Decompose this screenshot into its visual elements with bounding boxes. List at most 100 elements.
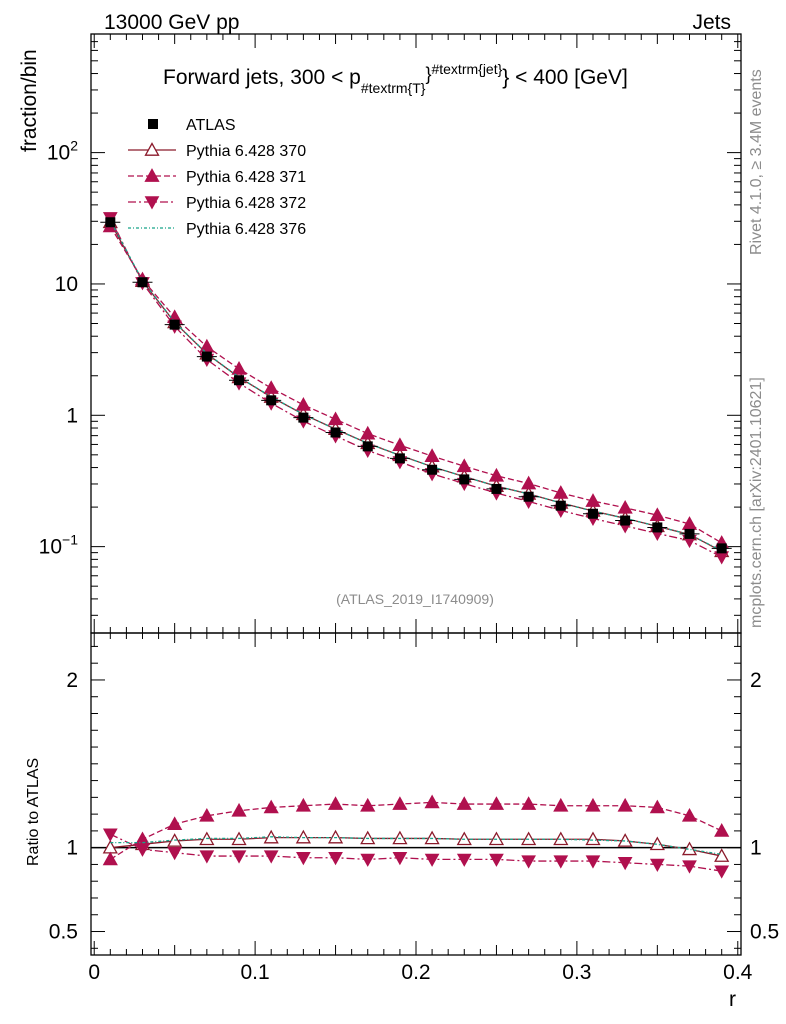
ratio-point bbox=[617, 833, 633, 847]
ratio-point bbox=[199, 850, 215, 864]
ratio-tick-label: 0.5 bbox=[49, 921, 78, 944]
title-end: } < 400 [GeV] bbox=[502, 66, 628, 89]
x-tick-label: 0.1 bbox=[241, 961, 270, 984]
x-tick-label: 0 bbox=[88, 961, 100, 984]
y-axis-label: fraction/bin bbox=[18, 49, 41, 152]
y-tick-label: 102 bbox=[47, 138, 78, 165]
ratio-point bbox=[553, 797, 569, 812]
ratio-point bbox=[360, 797, 376, 812]
atlas-data bbox=[100, 217, 732, 554]
ratio-point bbox=[199, 807, 215, 822]
ratio-point bbox=[167, 846, 183, 861]
ratio-series-line bbox=[110, 836, 722, 856]
ratio-series-line bbox=[109, 801, 722, 860]
ratio-point bbox=[585, 831, 601, 846]
ratio-point bbox=[456, 796, 472, 810]
ratio-point bbox=[521, 796, 537, 810]
legend-label: Pythia 6.428 372 bbox=[186, 195, 306, 212]
analysis-id: (ATLAS_2019_I1740909) bbox=[336, 591, 494, 607]
title-main: Forward jets, 300 < p bbox=[163, 66, 361, 89]
title-brace: } bbox=[425, 64, 431, 84]
ratio-panel-frame bbox=[90, 632, 742, 956]
ratio-point bbox=[649, 799, 665, 814]
axis-ticks: 0 0.1 0.2 0.3 0.4 10−1 1 10 102 0.5 0.5 1 1 2 2 bbox=[39, 33, 779, 984]
ratio-tick-label-right: 2 bbox=[750, 669, 762, 692]
rivet-label: Rivet 4.1.0, ≥ 3.4M events bbox=[748, 69, 765, 255]
series-1 bbox=[102, 214, 730, 862]
ratio-point bbox=[714, 865, 730, 879]
series-point bbox=[714, 551, 730, 565]
ratio-point bbox=[327, 796, 344, 810]
ratio-point bbox=[649, 858, 665, 872]
legend-label: Pythia 6.428 370 bbox=[186, 143, 306, 160]
ratio-point bbox=[296, 852, 311, 866]
series-point bbox=[360, 425, 376, 440]
series-line bbox=[109, 217, 722, 558]
ratio-point bbox=[167, 816, 183, 831]
series-4 bbox=[109, 220, 722, 856]
legend-marker bbox=[144, 168, 160, 182]
ratio-point bbox=[392, 852, 408, 866]
ratio-point bbox=[231, 802, 247, 817]
series-point bbox=[327, 411, 344, 426]
ratio-point bbox=[714, 823, 730, 837]
series-point bbox=[456, 458, 472, 473]
ratio-point bbox=[585, 797, 601, 812]
title-superscript: #textrm{jet} bbox=[431, 61, 502, 77]
legend-label: Pythia 6.428 371 bbox=[186, 169, 306, 186]
ratio-point bbox=[360, 853, 376, 867]
ratio-point bbox=[488, 796, 505, 810]
ratio-point bbox=[295, 797, 311, 812]
series-3 bbox=[102, 212, 730, 879]
series-point bbox=[424, 448, 440, 462]
ratio-point bbox=[392, 796, 408, 810]
ratio-point bbox=[263, 850, 279, 864]
title-subscript: #textrm{T} bbox=[361, 80, 426, 96]
mcplots-label: mcplots.cern.ch [arXiv:2401.10621] bbox=[748, 377, 765, 628]
y-tick-label: 1 bbox=[66, 404, 78, 427]
y-tick-label: 10−1 bbox=[39, 532, 79, 559]
series-layer bbox=[91, 212, 741, 879]
ratio-tick-label: 2 bbox=[66, 669, 78, 692]
ratio-y-axis-label: Ratio to ATLAS bbox=[25, 758, 42, 866]
plot-title: Forward jets, 300 < p#textrm{T}}#textrm{… bbox=[163, 61, 628, 96]
ratio-point bbox=[617, 857, 633, 871]
series-point bbox=[617, 499, 633, 514]
ratio-point bbox=[521, 855, 536, 869]
ratio-tick-label: 1 bbox=[66, 837, 78, 860]
ratio-point bbox=[328, 852, 343, 866]
ratio-point bbox=[102, 828, 118, 842]
series-point bbox=[585, 493, 601, 507]
ratio-point bbox=[681, 807, 698, 822]
x-tick-label: 0.2 bbox=[401, 961, 430, 984]
series-point bbox=[295, 397, 311, 411]
series-line bbox=[109, 221, 722, 552]
ratio-point bbox=[102, 851, 118, 866]
ratio-point bbox=[263, 799, 279, 814]
ratio-point bbox=[489, 853, 504, 867]
legend: ATLAS Pythia 6.428 370 Pythia 6.428 371 Pyt… bbox=[128, 117, 306, 238]
x-tick-label: 0.3 bbox=[562, 961, 591, 984]
legend-label: ATLAS bbox=[186, 117, 236, 134]
series-point bbox=[521, 475, 537, 490]
y-tick-label: 10 bbox=[55, 273, 78, 296]
ratio-tick-label-right: 0.5 bbox=[750, 921, 779, 944]
ratio-point bbox=[553, 855, 569, 869]
ratio-series-line bbox=[110, 833, 722, 872]
ratio-point bbox=[585, 855, 601, 869]
x-axis-label: r bbox=[729, 988, 736, 1011]
series-point bbox=[392, 437, 408, 452]
ratio-point bbox=[682, 860, 697, 874]
legend-marker bbox=[144, 142, 160, 156]
series-point bbox=[553, 485, 569, 499]
legend-label: Pythia 6.428 376 bbox=[186, 221, 306, 238]
series-line bbox=[109, 226, 723, 544]
legend-marker bbox=[144, 196, 160, 210]
ratio-point bbox=[617, 797, 633, 812]
header-left: 13000 GeV pp bbox=[104, 11, 239, 34]
series-point bbox=[649, 507, 665, 522]
series-point bbox=[488, 467, 505, 482]
ratio-point bbox=[456, 853, 472, 867]
legend-marker bbox=[148, 119, 158, 129]
